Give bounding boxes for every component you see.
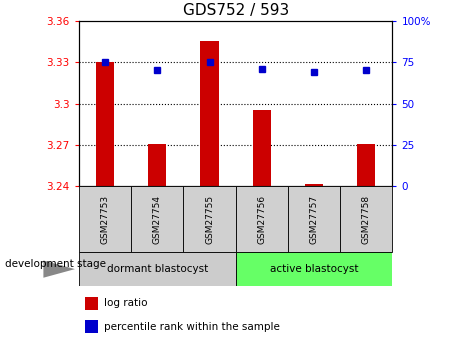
Text: active blastocyst: active blastocyst	[270, 264, 358, 274]
Text: log ratio: log ratio	[104, 298, 147, 308]
Text: GSM27755: GSM27755	[205, 195, 214, 244]
Title: GDS752 / 593: GDS752 / 593	[183, 3, 289, 18]
FancyBboxPatch shape	[184, 186, 236, 252]
FancyBboxPatch shape	[79, 186, 131, 252]
Text: percentile rank within the sample: percentile rank within the sample	[104, 322, 280, 332]
FancyBboxPatch shape	[236, 252, 392, 286]
FancyBboxPatch shape	[236, 186, 288, 252]
FancyBboxPatch shape	[340, 186, 392, 252]
Text: GSM27753: GSM27753	[101, 195, 110, 244]
Bar	[85, 320, 98, 333]
Text: GSM27756: GSM27756	[257, 195, 266, 244]
Bar	[305, 184, 323, 186]
FancyBboxPatch shape	[288, 186, 340, 252]
Text: GSM27754: GSM27754	[153, 195, 162, 244]
Bar	[253, 110, 271, 186]
Bar	[148, 144, 166, 186]
Text: GSM27758: GSM27758	[362, 195, 371, 244]
Text: GSM27757: GSM27757	[309, 195, 318, 244]
Text: development stage: development stage	[5, 259, 106, 269]
FancyBboxPatch shape	[131, 186, 184, 252]
Bar	[200, 41, 219, 186]
FancyBboxPatch shape	[79, 252, 236, 286]
Bar	[357, 144, 375, 186]
Bar	[85, 297, 98, 310]
Polygon shape	[43, 260, 75, 278]
Bar	[96, 62, 114, 186]
Text: dormant blastocyst: dormant blastocyst	[106, 264, 208, 274]
